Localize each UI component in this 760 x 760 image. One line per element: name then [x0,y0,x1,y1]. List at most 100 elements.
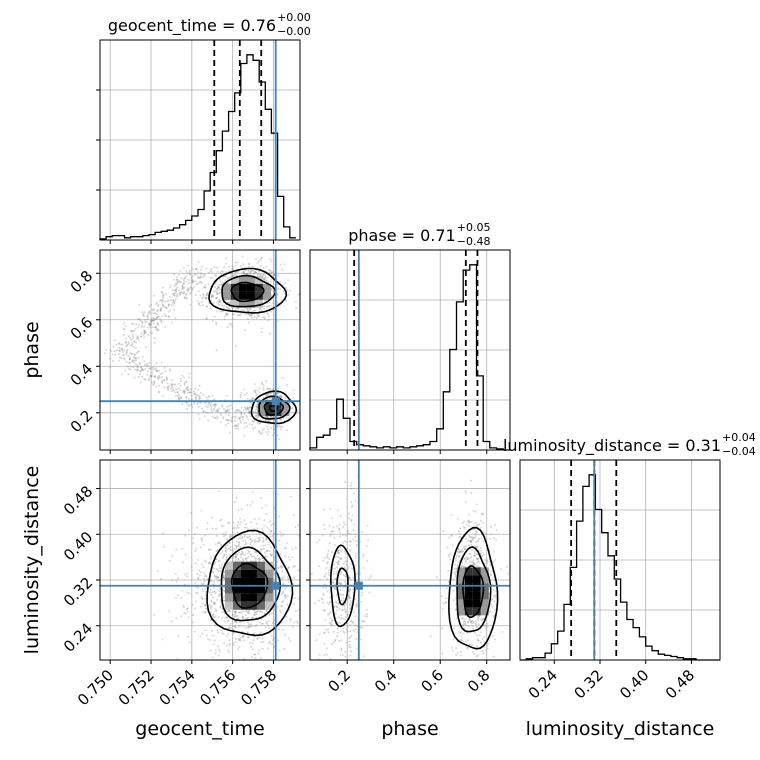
pair-geocent_time-luminosity_distance-sample-point [184,573,187,576]
pair-geocent_time-phase-sample-point [235,424,238,427]
pair-geocent_time-phase-sample-point [120,348,123,351]
pair-geocent_time-phase-sample-point [224,412,227,415]
pair-geocent_time-phase-sample-point [245,425,248,428]
pair-phase-luminosity_distance-sample-point [331,619,334,622]
pair-geocent_time-luminosity_distance-sample-point [277,566,280,569]
pair-geocent_time-phase-sample-point [130,338,133,341]
pair-geocent_time-phase-sample-point [253,410,256,413]
pair-geocent_time-phase-sample-point [262,388,265,391]
pair-geocent_time-phase-sample-point [213,290,215,293]
pair-geocent_time-phase-sample-point [265,380,267,383]
pair-phase-luminosity_distance-sample-point [457,555,460,558]
pair-geocent_time-luminosity_distance-sample-point [215,534,218,537]
pair-phase-luminosity_distance-sample-point [463,557,466,560]
pair-geocent_time-luminosity_distance-sample-point [209,591,211,594]
pair-geocent_time-phase-sample-point [245,421,248,424]
pair-phase-luminosity_distance-sample-point [349,600,352,602]
pair-geocent_time-phase-sample-point [216,415,219,418]
pair-geocent_time-phase-sample-point [159,307,162,310]
pair-geocent_time-phase-sample-point [192,280,195,283]
pair-geocent_time-phase-sample-point [118,343,121,345]
pair-phase-luminosity_distance-sample-point [349,540,352,543]
pair-geocent_time-luminosity_distance-sample-point [250,625,253,628]
pair-phase-luminosity_distance-sample-point [318,633,321,636]
pair-geocent_time-phase-sample-point [139,319,142,322]
pair-geocent_time-phase-sample-point [209,269,212,272]
pair-geocent_time-luminosity_distance-sample-point [198,569,201,572]
pair-geocent_time-phase-sample-point [246,392,248,395]
pair-geocent_time-phase-sample-point [202,273,205,276]
pair-phase-luminosity_distance-sample-point [489,564,492,567]
pair-geocent_time-phase-sample-point [150,303,153,306]
pair-phase-luminosity_distance-sample-point [367,539,370,542]
pair-geocent_time-phase-sample-point [280,299,282,302]
pair-geocent_time-phase-sample-point [224,262,227,265]
pair-phase-luminosity_distance-sample-point [447,553,450,556]
pair-phase-luminosity_distance-sample-point [349,588,352,591]
pair-geocent_time-luminosity_distance-sample-point [224,531,227,534]
pair-phase-luminosity_distance-sample-point [343,631,346,634]
pair-geocent_time-luminosity_distance-sample-point [233,615,236,618]
pair-geocent_time-phase-sample-point [148,323,151,326]
pair-geocent_time-luminosity_distance-sample-point [293,621,296,624]
pair-geocent_time-phase-sample-point [227,419,230,422]
pair-geocent_time-luminosity_distance-sample-point [292,577,295,580]
pair-geocent_time-phase-sample-point [134,347,137,349]
pair-geocent_time-phase-sample-point [236,314,239,317]
pair-geocent_time-phase-sample-point [159,318,161,320]
pair-geocent_time-phase-sample-point [216,287,219,290]
pair-phase-luminosity_distance-sample-point [447,569,450,572]
pair-geocent_time-phase-sample-point [231,312,234,315]
pair-phase-luminosity_distance-sample-point [326,561,329,564]
pair-geocent_time-phase-sample-point [283,263,286,266]
pair-geocent_time-phase-sample-point [259,432,262,435]
pair-phase-luminosity_distance-sample-point [471,549,474,552]
pair-geocent_time-phase-sample-point [219,421,222,424]
pair-geocent_time-phase-sample-point [197,389,200,392]
pair-geocent_time-phase-sample-point [177,393,180,396]
pair-geocent_time-phase-sample-point [131,360,134,363]
pair-geocent_time-phase-sample-point [183,286,186,289]
pair-geocent_time-phase-sample-point [254,412,257,415]
pair-geocent_time-phase-sample-point [156,328,159,331]
pair-geocent_time-phase-sample-point [186,288,189,291]
pair-phase-luminosity_distance-sample-point [355,638,358,641]
pair-geocent_time-phase-sample-point [173,300,176,302]
pair-geocent_time-phase-sample-point [245,416,248,419]
pair-geocent_time-phase-sample-point [110,350,113,353]
pair-phase-luminosity_distance-sample-point [458,550,461,553]
pair-phase-luminosity_distance-sample-point [342,586,345,589]
pair-geocent_time-phase-sample-point [287,293,290,296]
pair-geocent_time-phase-sample-point [243,434,246,437]
pair-geocent_time-phase-sample-point [259,422,262,425]
pair-geocent_time-luminosity_distance-sample-point [280,593,283,596]
pair-geocent_time-phase-sample-point [152,294,155,297]
pair-phase-luminosity_distance-sample-point [454,563,456,566]
pair-phase-luminosity_distance-sample-point [456,517,459,520]
pair-geocent_time-phase-sample-point [147,333,150,336]
pair-geocent_time-luminosity_distance-sample-point [237,625,240,628]
pair-geocent_time-phase-sample-point [122,328,125,330]
pair-geocent_time-phase-sample-point [146,315,149,318]
pair-geocent_time-phase-sample-point [216,292,219,295]
pair-geocent_time-luminosity_distance-sample-point [258,649,261,652]
pair-geocent_time-phase-sample-point [251,420,254,423]
pair-phase-luminosity_distance-sample-point [475,655,478,658]
pair-geocent_time-luminosity_distance-sample-point [270,635,273,638]
pair-geocent_time-phase-sample-point [246,272,248,275]
pair-geocent_time-luminosity_distance-sample-point [237,544,240,547]
pair-geocent_time-phase-sample-point [149,320,152,323]
pair-phase-luminosity_distance-sample-point [322,601,325,604]
pair-phase-luminosity_distance-sample-point [492,550,495,553]
pair-geocent_time-phase-sample-point [225,419,228,422]
pair-geocent_time-phase-sample-point [183,391,186,394]
pair-geocent_time-phase-sample-point [173,308,176,311]
pair-geocent_time-phase-sample-point [185,280,188,283]
pair-geocent_time-phase-sample-point [154,312,157,315]
pair-geocent_time-luminosity_distance-sample-point [253,538,256,541]
pair-geocent_time-phase-sample-point [239,416,242,418]
pair-geocent_time-luminosity_distance-sample-point [196,558,199,561]
pair-geocent_time-luminosity_distance-sample-point [192,614,195,617]
pair-geocent_time-phase-density-cell-lower [281,400,290,409]
pair-geocent_time-phase-sample-point [201,297,204,300]
